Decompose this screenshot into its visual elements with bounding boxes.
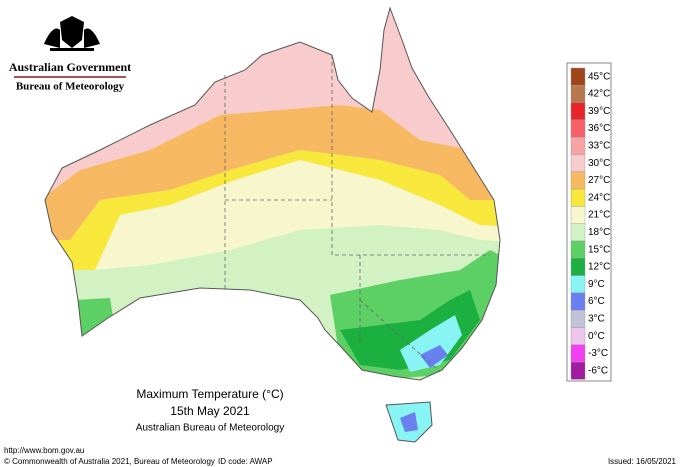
legend-swatch xyxy=(570,223,586,242)
legend-label: 42°C xyxy=(588,89,610,100)
legend-swatch xyxy=(570,344,586,363)
legend-swatch xyxy=(570,136,586,155)
region xyxy=(45,150,500,270)
region xyxy=(386,315,462,442)
legend-label: 45°C xyxy=(588,71,610,82)
legend-label: 21°C xyxy=(588,210,610,221)
region xyxy=(400,345,448,432)
legend-label: 39°C xyxy=(588,106,610,117)
footer-url: http://www.bom.gov.au xyxy=(4,446,84,455)
legend-swatch xyxy=(570,240,586,259)
legend-swatch xyxy=(570,171,586,190)
region xyxy=(95,160,500,270)
legend-swatch xyxy=(570,67,586,86)
legend-label: 33°C xyxy=(588,140,610,151)
legend-swatch xyxy=(570,188,586,207)
region xyxy=(45,105,500,240)
caption-source: Australian Bureau of Meteorology xyxy=(136,423,284,434)
government-name: Australian Government xyxy=(9,60,131,74)
agency-name: Bureau of Meteorology xyxy=(16,81,125,93)
coat-of-arms xyxy=(44,16,100,51)
legend-label: 0°C xyxy=(588,331,605,342)
legend-swatch xyxy=(570,206,586,224)
legend-swatch xyxy=(570,292,586,311)
legend-label: -3°C xyxy=(588,348,608,359)
region xyxy=(372,20,420,130)
legend-swatch xyxy=(570,102,586,121)
legend-label: -6°C xyxy=(588,365,608,376)
legend-swatch xyxy=(570,85,586,103)
caption-title: Maximum Temperature (°C) xyxy=(136,387,283,401)
legend-label: 6°C xyxy=(588,296,605,307)
legend-label: 9°C xyxy=(588,279,605,290)
legend-swatch xyxy=(570,154,586,172)
legend-label: 36°C xyxy=(588,123,610,134)
legend-label: 24°C xyxy=(588,192,610,203)
legend-swatch xyxy=(570,361,586,380)
legend-label: 18°C xyxy=(588,227,610,238)
legend-label: 12°C xyxy=(588,262,610,273)
footer-issued: Issued: 16/05/2021 xyxy=(608,457,677,466)
legend-swatch xyxy=(570,327,586,345)
coastline xyxy=(44,6,501,443)
legend-label: 27°C xyxy=(588,175,610,186)
legend-label: 3°C xyxy=(588,313,605,324)
legend-swatch xyxy=(570,258,586,276)
legend-label: 15°C xyxy=(588,244,610,255)
state-borders xyxy=(224,55,490,373)
caption-date: 15th May 2021 xyxy=(170,404,250,418)
legend-label: 30°C xyxy=(588,158,610,169)
legend-swatch xyxy=(570,275,586,294)
legend-swatch xyxy=(570,119,586,138)
legend: 45°C 42°C 39°C 36°C 33°C 30°C 27°C 24°C 21°C 18°C… xyxy=(570,67,610,380)
legend-swatch xyxy=(570,310,586,328)
footer-id: ID code: AWAP xyxy=(218,457,273,466)
footer-copyright: © Commonwealth of Australia 2021, Bureau… xyxy=(4,457,215,466)
